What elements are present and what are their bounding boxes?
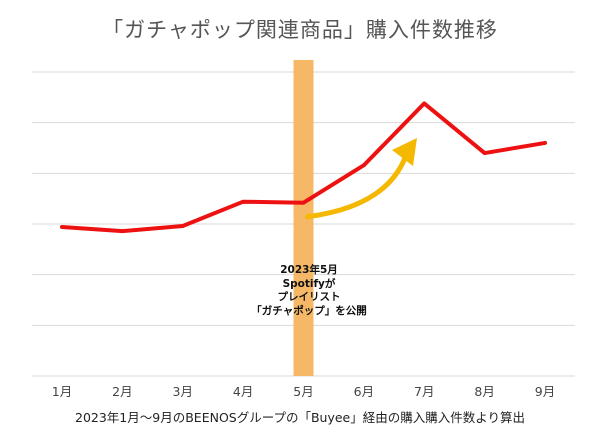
annotation-line-1: 2023年5月 xyxy=(280,264,338,276)
annotation-line-3: プレイリスト xyxy=(277,291,341,303)
arrow-layer xyxy=(305,138,417,220)
x-tick-label: 9月 xyxy=(535,384,555,399)
x-tick-label: 5月 xyxy=(293,384,313,399)
x-tick-label: 7月 xyxy=(414,384,434,399)
highlight-band-layer xyxy=(293,60,314,376)
series-line xyxy=(60,101,547,234)
trend-arrow-head xyxy=(392,138,417,166)
chart-title: 「ガチャポップ関連商品」購入件数推移 xyxy=(102,18,498,42)
highlight-band xyxy=(293,60,314,376)
x-tick-label: 2月 xyxy=(112,384,132,399)
x-tick-label: 6月 xyxy=(354,384,374,399)
trend-arrow-shaft xyxy=(305,155,408,220)
annotation-box: 2023年5月 Spotifyが プレイリスト 「ガチャポップ」を公開 xyxy=(243,264,375,318)
x-tick-labels: 1月 2月 3月 4月 5月 6月 7月 8月 9月 xyxy=(52,384,555,399)
annotation-line-2: Spotifyが xyxy=(282,277,336,290)
x-tick-label: 3月 xyxy=(173,384,193,399)
x-tick-label: 8月 xyxy=(474,384,494,399)
annotation-line-4: 「ガチャポップ」を公開 xyxy=(251,304,367,317)
chart-footnote: 2023年1月〜9月のBEENOSグループの「Buyee」経由の購入購入件数より… xyxy=(75,410,525,425)
x-tick-label: 4月 xyxy=(233,384,253,399)
x-tick-label: 1月 xyxy=(52,384,72,399)
series-line-layer xyxy=(60,101,547,234)
